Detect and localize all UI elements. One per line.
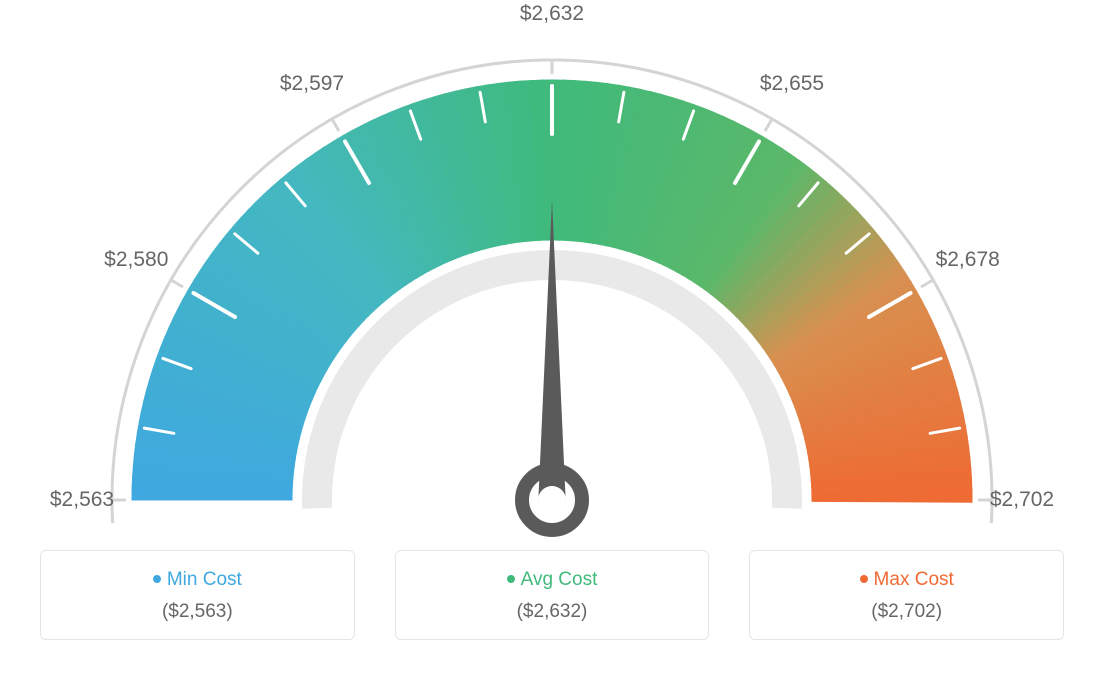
legend-min-dot xyxy=(153,575,161,583)
legend-avg-label: Avg Cost xyxy=(521,569,598,590)
legend-min-value: ($2,563) xyxy=(51,601,344,623)
legend-avg-box: Avg Cost ($2,632) xyxy=(395,550,710,640)
legend-max-value: ($2,702) xyxy=(760,601,1053,623)
legend-max-title: Max Cost xyxy=(760,569,1053,591)
legend-min-label: Min Cost xyxy=(167,569,242,590)
gauge-chart: $2,563 $2,580 $2,597 $2,632 $2,655 $2,678 $2,7… xyxy=(0,0,1104,540)
legend-max-label: Max Cost xyxy=(874,569,954,590)
gauge-tick-label: $2,632 xyxy=(520,2,584,26)
gauge-tick-label: $2,702 xyxy=(990,488,1054,512)
gauge-tick-label: $2,655 xyxy=(760,72,824,96)
legend-avg-title: Avg Cost xyxy=(406,569,699,591)
gauge-tick-label: $2,563 xyxy=(50,488,114,512)
legend-avg-value: ($2,632) xyxy=(406,601,699,623)
legend-avg-dot xyxy=(507,575,515,583)
legend-row: Min Cost ($2,563) Avg Cost ($2,632) Max … xyxy=(0,550,1104,640)
gauge-tick-label: $2,580 xyxy=(104,248,168,272)
gauge-tick-label: $2,597 xyxy=(280,72,344,96)
legend-min-box: Min Cost ($2,563) xyxy=(40,550,355,640)
legend-min-title: Min Cost xyxy=(51,569,344,591)
gauge-tick-label: $2,678 xyxy=(936,248,1000,272)
legend-max-dot xyxy=(860,575,868,583)
legend-max-box: Max Cost ($2,702) xyxy=(749,550,1064,640)
